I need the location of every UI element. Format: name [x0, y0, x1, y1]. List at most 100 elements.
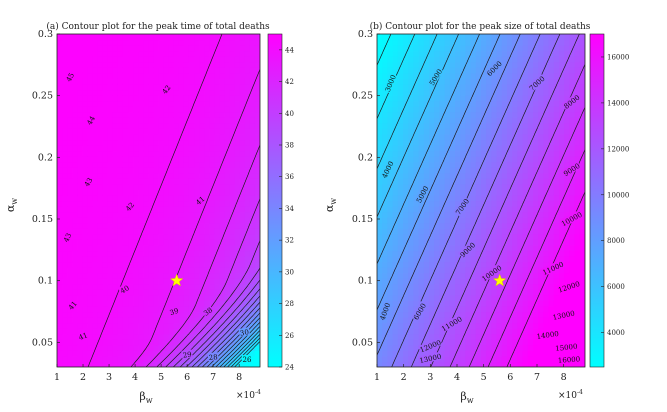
- contour-fill-cell: [143, 328, 149, 335]
- contour-fill-cell: [209, 139, 215, 146]
- contour-fill-cell: [67, 128, 73, 135]
- contour-fill-cell: [481, 145, 487, 152]
- contour-fill-cell: [527, 250, 534, 257]
- contour-fill-cell: [173, 183, 180, 190]
- contour-fill-cell: [481, 72, 487, 79]
- contour-fill-cell: [387, 244, 394, 252]
- contour-fill-cell: [117, 50, 124, 57]
- contour-fill-cell: [148, 317, 155, 324]
- contour-fill-cell: [72, 167, 78, 174]
- contour-fill-cell: [72, 217, 78, 224]
- contour-fill-cell: [214, 89, 220, 96]
- contour-fill-cell: [163, 361, 170, 367]
- contour-fill-cell: [517, 133, 524, 141]
- contour-fill-cell: [491, 339, 498, 346]
- contour-fill-cell: [158, 272, 165, 279]
- contour-fill-cell: [107, 139, 114, 146]
- contour-fill-cell: [439, 161, 446, 168]
- contour-fill-cell: [229, 228, 236, 235]
- contour-fill-cell: [413, 217, 420, 224]
- contour-fill-cell: [219, 261, 226, 268]
- contour-fill-cell: [527, 283, 534, 290]
- contour-fill-cell: [569, 189, 576, 196]
- contour-fill-cell: [254, 50, 260, 57]
- contour-fill-cell: [224, 294, 231, 301]
- contour-fill-cell: [434, 122, 440, 129]
- contour-fill-cell: [163, 317, 170, 324]
- contour-fill-cell: [507, 339, 513, 346]
- contour-fill-cell: [168, 278, 175, 285]
- contour-fill-cell: [133, 278, 139, 285]
- contour-fill-cell: [533, 194, 539, 202]
- contour-fill-cell: [496, 211, 503, 218]
- contour-fill-cell: [138, 233, 144, 240]
- contour-fill-cell: [194, 83, 200, 91]
- contour-fill-cell: [481, 256, 487, 263]
- contour-fill-cell: [517, 355, 524, 363]
- contour-fill-cell: [569, 206, 576, 213]
- contour-fill-cell: [496, 294, 503, 301]
- contour-fill-cell: [460, 34, 466, 41]
- contour-fill-cell: [97, 217, 104, 224]
- contour-fill-cell: [501, 244, 508, 252]
- contour-fill-cell: [382, 156, 388, 163]
- contour-fill-cell: [470, 67, 477, 74]
- contour-fill-cell: [168, 294, 175, 301]
- contour-fill-cell: [522, 233, 529, 240]
- contour-fill-cell: [418, 72, 425, 79]
- contour-fill-cell: [533, 300, 539, 307]
- contour-fill-cell: [512, 317, 518, 324]
- contour-fill-cell: [387, 355, 394, 363]
- contour-fill-cell: [392, 206, 399, 213]
- contour-label: 38: [201, 304, 215, 318]
- contour-fill-cell: [158, 333, 165, 340]
- contour-fill-cell: [434, 200, 440, 207]
- contour-fill-cell: [158, 228, 165, 235]
- contour-fill-cell: [188, 100, 195, 107]
- contour-fill-cell: [569, 56, 576, 63]
- contour-fill-cell: [517, 228, 524, 235]
- contour-fill-cell: [199, 311, 205, 318]
- contour-fill-cell: [377, 217, 383, 224]
- contour-fill-cell: [57, 361, 63, 367]
- contour-fill-cell: [512, 244, 518, 252]
- contour-fill-cell: [429, 178, 435, 185]
- contour-fill-cell: [117, 350, 124, 357]
- contour-fill-cell: [62, 294, 68, 301]
- contour-fill-cell: [82, 150, 89, 157]
- contour-fill-cell: [548, 250, 555, 257]
- contour-fill-cell: [403, 339, 409, 346]
- contour-fill-cell: [460, 156, 466, 163]
- contour-fill-cell: [564, 139, 570, 146]
- contour-fill-cell: [501, 233, 508, 240]
- contour-fill-cell: [214, 322, 220, 329]
- contour-fill-cell: [219, 172, 226, 179]
- contour-fill-cell: [460, 133, 466, 141]
- contour-fill-cell: [178, 256, 185, 263]
- contour-fill-cell: [439, 128, 446, 135]
- contour-fill-cell: [408, 294, 414, 301]
- contour-fill-cell: [517, 106, 524, 113]
- contour-fill-cell: [501, 172, 508, 179]
- contour-fill-cell: [102, 350, 109, 357]
- contour-fill-cell: [112, 361, 119, 367]
- contour-fill-cell: [133, 150, 139, 157]
- contour-fill-cell: [382, 139, 388, 146]
- contour-fill-cell: [387, 39, 394, 46]
- contour-fill-cell: [117, 83, 124, 91]
- contour-fill-cell: [512, 50, 518, 57]
- contour-fill-cell: [517, 244, 524, 252]
- contour-fill-cell: [408, 239, 414, 246]
- contour-fill-cell: [470, 305, 477, 313]
- contour-fill-cell: [522, 328, 529, 335]
- contour-fill-cell: [234, 156, 241, 163]
- contour-fill-cell: [173, 222, 180, 229]
- contour-fill-cell: [168, 217, 175, 224]
- contour-fill-cell: [57, 34, 63, 41]
- contour-fill-cell: [194, 67, 200, 74]
- contour-fill-cell: [465, 72, 472, 79]
- contour-fill-cell: [194, 122, 200, 129]
- contour-fill-cell: [392, 189, 399, 196]
- contour-fill-cell: [143, 322, 149, 329]
- contour-label-bg: [426, 66, 444, 87]
